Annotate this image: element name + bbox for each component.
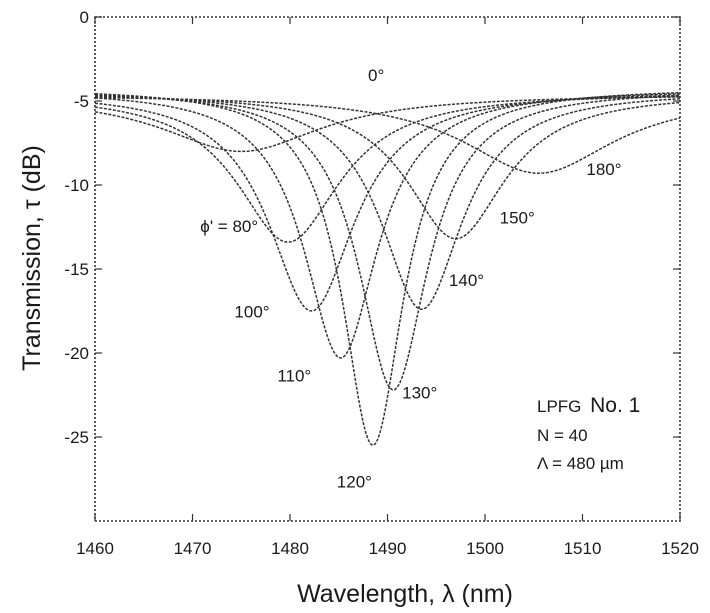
curve-label-0: 0°	[368, 66, 384, 85]
curve-labels: 0° ϕ' = 80° 100° 110° 120° 130° 140° 150° 180°	[200, 66, 621, 492]
series-line-0	[94, 96, 681, 153]
x-tick-label: 1470	[174, 539, 212, 558]
curve-label-5: 130°	[402, 383, 437, 402]
x-tick-label: 1520	[661, 539, 699, 558]
curve-label-8: 180°	[586, 160, 621, 179]
series-line-3	[94, 93, 681, 359]
curve-label-2: 100°	[234, 303, 269, 322]
y-tick-label: -5	[74, 92, 89, 111]
curve-label-4: 120°	[337, 472, 372, 491]
plot-area	[94, 16, 681, 522]
y-tick-label: -15	[64, 260, 89, 279]
svg-text:LPFG No. 1: LPFG No. 1	[537, 394, 640, 417]
lpfg-number: No. 1	[590, 394, 640, 417]
y-tick-label: -25	[64, 428, 89, 447]
curve-label-3: 110°	[277, 367, 311, 386]
series-line-2	[94, 94, 681, 312]
lpfg-prefix: LPFG	[537, 397, 581, 416]
y-tick-label: -10	[64, 176, 89, 195]
curve-label-1: ϕ' = 80°	[200, 217, 258, 236]
x-tick-label: 1460	[76, 539, 114, 558]
axis-ticks: 1460 1470 1480 1490 1500 1510 1520 0 -5 -10 -15 -20…	[64, 8, 698, 558]
y-axis-label: Transmission, τ (dB)	[18, 145, 46, 371]
series-line-6	[94, 95, 681, 311]
x-tick-label: 1500	[466, 539, 504, 558]
period-value: Λ = 480 µm	[537, 454, 624, 473]
x-tick-label: 1510	[564, 539, 602, 558]
series-line-8	[94, 96, 681, 174]
x-tick-label: 1480	[271, 539, 309, 558]
n-value: N = 40	[537, 426, 588, 445]
curve-label-6: 140°	[449, 271, 484, 290]
y-tick-label: 0	[80, 8, 89, 27]
x-axis-label: Wavelength, λ (nm)	[297, 580, 513, 608]
plot-frame	[94, 16, 681, 522]
series-line-4	[94, 91, 681, 447]
series-line-5	[94, 94, 681, 391]
lpfg-annotation: LPFG No. 1 N = 40 Λ = 480 µm	[537, 394, 640, 473]
curve-label-7: 150°	[500, 209, 535, 228]
y-tick-label: -20	[64, 344, 89, 363]
x-tick-label: 1490	[369, 539, 407, 558]
